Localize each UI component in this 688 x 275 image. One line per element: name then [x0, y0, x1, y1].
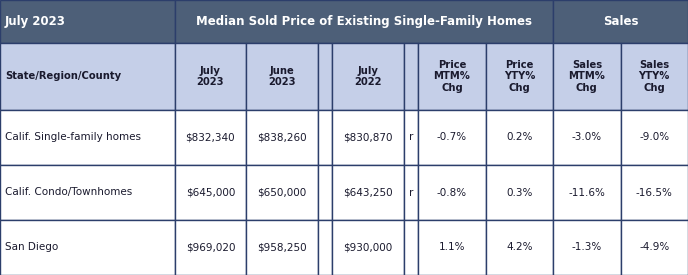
Text: Sales: Sales [603, 15, 638, 28]
Bar [418, 220, 486, 275]
Bar [621, 220, 688, 275]
Text: -0.7%: -0.7% [437, 133, 467, 142]
Bar [0, 220, 175, 275]
Text: -11.6%: -11.6% [568, 188, 605, 197]
Bar [175, 165, 246, 220]
Text: $832,340: $832,340 [186, 133, 235, 142]
Text: -4.9%: -4.9% [639, 243, 669, 252]
Text: Calif. Single-family homes: Calif. Single-family homes [5, 133, 141, 142]
Text: July
2023: July 2023 [197, 65, 224, 87]
Text: $958,250: $958,250 [257, 243, 307, 252]
Bar [553, 0, 688, 43]
Bar [246, 220, 318, 275]
Bar [553, 43, 621, 110]
Bar [175, 43, 246, 110]
Text: 0.3%: 0.3% [506, 188, 533, 197]
Bar [246, 165, 318, 220]
Bar [318, 220, 332, 275]
Bar [404, 165, 418, 220]
Bar [553, 220, 621, 275]
Bar [246, 110, 318, 165]
Bar [0, 43, 175, 110]
Bar [175, 220, 246, 275]
Text: 4.2%: 4.2% [506, 243, 533, 252]
Text: 0.2%: 0.2% [506, 133, 533, 142]
Bar [621, 165, 688, 220]
Text: June
2023: June 2023 [268, 65, 296, 87]
Text: San Diego: San Diego [5, 243, 58, 252]
Text: July
2022: July 2022 [354, 65, 382, 87]
Text: $645,000: $645,000 [186, 188, 235, 197]
Bar [318, 110, 332, 165]
Text: Sales
MTM%
Chg: Sales MTM% Chg [568, 60, 605, 93]
Bar [0, 165, 175, 220]
Text: -16.5%: -16.5% [636, 188, 673, 197]
Bar [418, 43, 486, 110]
Text: -9.0%: -9.0% [639, 133, 669, 142]
Text: Price
YTY%
Chg: Price YTY% Chg [504, 60, 535, 93]
Bar [332, 110, 404, 165]
Bar [175, 0, 553, 43]
Text: State/Region/County: State/Region/County [5, 71, 121, 81]
Bar [553, 165, 621, 220]
Bar [621, 43, 688, 110]
Text: Sales
YTY%
Chg: Sales YTY% Chg [638, 60, 670, 93]
Text: Price
MTM%
Chg: Price MTM% Chg [433, 60, 471, 93]
Text: -3.0%: -3.0% [572, 133, 602, 142]
Bar [486, 165, 553, 220]
Bar [404, 110, 418, 165]
Bar [404, 220, 418, 275]
Text: 1.1%: 1.1% [439, 243, 465, 252]
Text: $969,020: $969,020 [186, 243, 235, 252]
Bar [0, 0, 175, 43]
Text: $838,260: $838,260 [257, 133, 307, 142]
Bar [486, 220, 553, 275]
Bar [404, 43, 418, 110]
Bar [332, 165, 404, 220]
Bar [246, 43, 318, 110]
Text: -0.8%: -0.8% [437, 188, 467, 197]
Bar [318, 43, 332, 110]
Bar [318, 165, 332, 220]
Text: $830,870: $830,870 [343, 133, 393, 142]
Bar [621, 110, 688, 165]
Text: $650,000: $650,000 [257, 188, 306, 197]
Text: July 2023: July 2023 [5, 15, 65, 28]
Bar [175, 110, 246, 165]
Text: $930,000: $930,000 [343, 243, 393, 252]
Bar [553, 110, 621, 165]
Bar [332, 220, 404, 275]
Text: r: r [409, 133, 413, 142]
Bar [332, 43, 404, 110]
Text: $643,250: $643,250 [343, 188, 393, 197]
Text: -1.3%: -1.3% [572, 243, 602, 252]
Text: Median Sold Price of Existing Single-Family Homes: Median Sold Price of Existing Single-Fam… [196, 15, 532, 28]
Bar [486, 110, 553, 165]
Bar [418, 165, 486, 220]
Text: r: r [409, 188, 413, 197]
Bar [486, 43, 553, 110]
Bar [0, 110, 175, 165]
Bar [418, 110, 486, 165]
Text: Calif. Condo/Townhomes: Calif. Condo/Townhomes [5, 188, 132, 197]
